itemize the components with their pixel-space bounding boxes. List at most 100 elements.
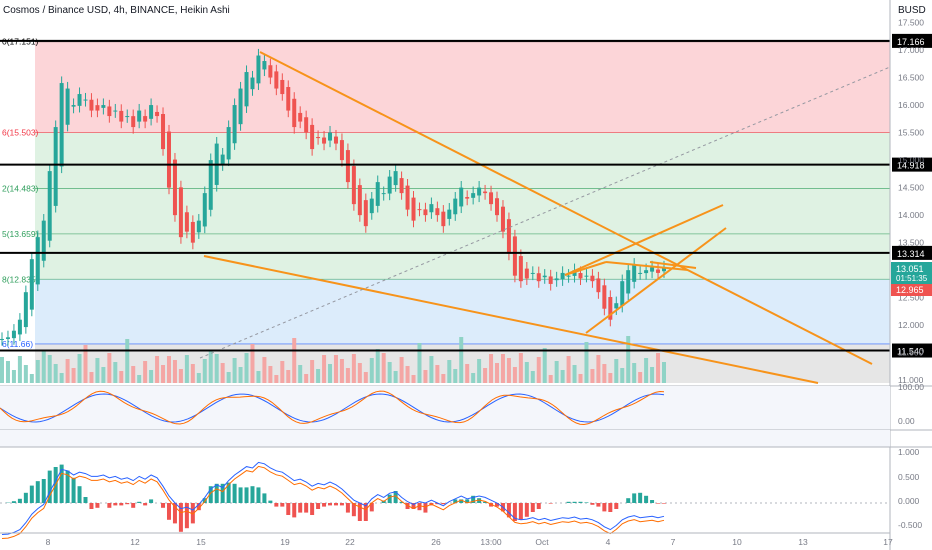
candle-body [113,110,118,112]
volume-bar [638,372,643,383]
macd-histogram-bar [626,498,631,503]
volume-bar [644,358,649,383]
volume-bar [178,369,183,383]
volume-bar [107,353,112,383]
volume-bar [471,373,476,383]
candle-body [125,116,130,118]
macd-histogram-bar [363,503,368,521]
macd-histogram-bar [316,503,321,509]
candle-body [11,330,16,339]
candle-body [304,117,309,133]
macd-histogram-bar [477,498,482,503]
rsi-pane-bg [0,430,890,447]
macd-histogram-bar [602,503,607,512]
candle-body [41,220,46,261]
candle-body [345,150,350,183]
volume-bar [328,364,333,383]
candle-body [77,94,82,106]
volume-bar [566,356,571,383]
macd-histogram-bar [465,499,470,503]
candle-body [584,275,589,277]
time-tick-label: 10 [732,537,742,547]
stoch-k-line [0,393,665,423]
fib-zone [35,41,890,133]
macd-histogram-bar [178,503,183,532]
candle-body [506,219,511,254]
macd-histogram-bar [214,483,219,503]
fib-label: 6(11.66) [2,339,33,349]
macd-histogram-bar [11,501,16,503]
volume-bar [584,342,589,383]
candle-body [107,106,112,117]
price-tag-secondary-value: 12.965 [896,285,924,295]
candle-body [35,237,40,285]
volume-bar [554,361,559,383]
candle-body [447,209,452,219]
candle-body [614,303,619,309]
fib-label: 6(15.503) [2,127,39,137]
macd-histogram-bar [518,503,523,520]
macd-histogram-bar [119,503,124,506]
time-tick-label: 8 [46,537,51,547]
volume-bar [65,359,70,383]
candle-body [524,268,529,279]
candle-body [602,285,607,309]
price-tick-label: 15.000 [898,155,924,165]
volume-bar [95,358,100,383]
price-tick-label: 13.500 [898,238,924,248]
volume-bar [35,360,40,383]
candle-body [459,187,464,207]
macd-histogram-bar [286,503,291,515]
volume-bar [393,371,398,383]
candle-body [495,198,500,216]
candle-body [441,211,446,227]
key-level-tag [892,157,932,172]
candle-body [542,275,547,278]
volume-bar [363,372,368,383]
price-tick-label: 15.500 [898,128,924,138]
candle-body [59,83,64,167]
macd-histogram-bar [590,503,595,505]
macd-histogram-bar [208,486,213,503]
volume-bar [620,368,625,383]
candle-body [518,256,523,282]
macd-histogram-bar [328,503,333,506]
price-tick-label: 17.500 [898,18,924,28]
volume-bar [596,355,601,383]
macd-histogram-bar [262,493,267,503]
candle-body [0,338,4,340]
macd-histogram-bar [548,503,553,504]
macd-histogram-bar [166,503,171,520]
macd-histogram-bar [238,487,243,503]
volume-bar [71,368,76,383]
candle-body [351,166,356,205]
candle-body [465,197,470,199]
macd-histogram-bar [172,503,177,524]
macd-histogram-bar [351,503,356,517]
candle-body [578,273,583,279]
volume-bar [292,338,297,383]
price-tag-countdown: 01:51:35 [896,274,928,283]
volume-bar [220,363,225,383]
volume-bar [506,358,511,383]
macd-histogram-bar [572,501,577,503]
volume-bar [298,365,303,383]
candle-body [357,185,362,216]
volume-bar [11,370,16,383]
price-tick-label: 11.000 [898,375,924,385]
trend-line [259,51,873,365]
volume-bar [250,344,255,383]
candle-body [268,65,273,78]
candle-body [137,110,142,122]
candle-body [369,198,374,214]
stoch-tick: 100.00 [898,382,924,392]
macd-tick: -0.500 [898,520,922,530]
candle-body [626,270,631,294]
currency-label: BUSD [898,5,926,16]
candle-body [23,292,28,328]
volume-bar [333,355,338,383]
candle-body [250,77,255,90]
candle-body [220,154,225,165]
volume-bar [101,367,106,383]
